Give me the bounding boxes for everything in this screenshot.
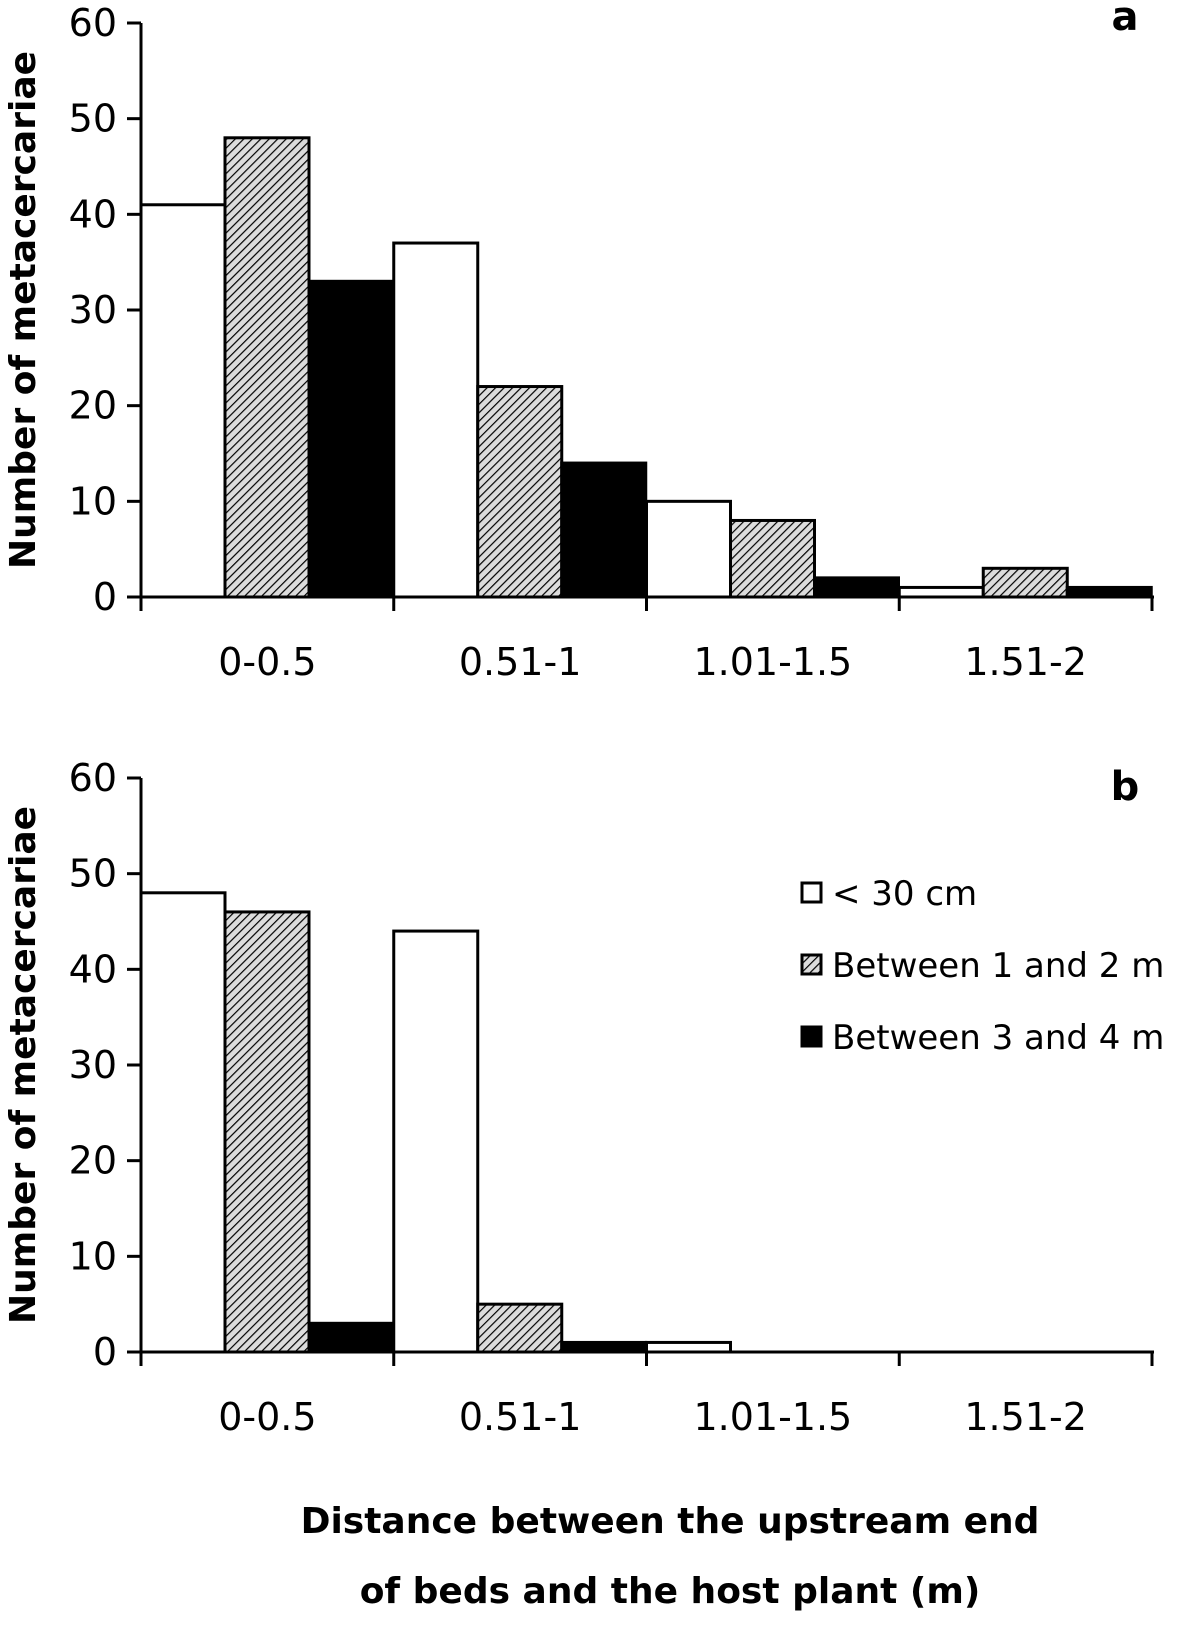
legend-swatch-1to2 — [800, 953, 823, 976]
legend-swatch-lt30 — [800, 881, 823, 904]
y-tick-label-a-30: 30 — [69, 288, 117, 332]
bar-a-3to4-2 — [813, 576, 900, 599]
bar-a-1to2-3 — [981, 566, 1069, 599]
panel-a-ylabel: Number of metacercariae — [3, 51, 44, 569]
legend-swatch-3to4 — [800, 1025, 823, 1048]
bar-b-3to4-0 — [307, 1321, 395, 1354]
x-axis-label-line2: of beds and the host plant (m) — [360, 1571, 981, 1612]
panel-b-ylabel: Number of metacercariae — [3, 806, 44, 1324]
panel-a-chart: Number of metacercariae a 0 10 20 30 40 50 60 0… — [3, 0, 1154, 684]
y-tick-label-b-0: 0 — [93, 1330, 117, 1374]
category-label-a-2: 1.01-1.5 — [693, 640, 852, 684]
y-tick-label-a-20: 20 — [69, 384, 117, 428]
legend-label-3to4: Between 3 and 4 m — [832, 1018, 1164, 1058]
panel-b-tag: b — [1111, 764, 1140, 810]
category-label-a-3: 1.51-2 — [964, 640, 1087, 684]
y-tick-label-b-30: 30 — [69, 1043, 117, 1087]
legend: < 30 cm Between 1 and 2 m Between 3 and … — [800, 874, 1164, 1058]
panel-a-tag: a — [1112, 0, 1139, 40]
bar-a-lt30-0 — [139, 203, 227, 599]
y-tick-label-a-60: 60 — [69, 1, 117, 45]
y-tick-label-a-0: 0 — [93, 575, 117, 619]
bar-b-lt30-0 — [139, 891, 227, 1354]
bar-b-lt30-1 — [392, 929, 480, 1354]
bar-a-3to4-0 — [307, 279, 395, 599]
y-tick-label-a-40: 40 — [69, 192, 117, 236]
bar-a-1to2-1 — [476, 385, 564, 599]
y-tick-label-a-50: 50 — [69, 97, 117, 141]
category-label-a-1: 0.51-1 — [459, 640, 582, 684]
bar-b-1to2-0 — [223, 910, 311, 1354]
y-tick-label-b-20: 20 — [69, 1139, 117, 1183]
bar-a-1to2-0 — [223, 136, 311, 599]
legend-label-1to2: Between 1 and 2 m — [832, 946, 1164, 986]
y-tick-label-b-10: 10 — [69, 1234, 117, 1278]
bar-b-1to2-1 — [476, 1302, 564, 1354]
bar-a-lt30-1 — [392, 241, 480, 599]
bar-a-1to2-2 — [729, 518, 816, 599]
y-tick-label-b-60: 60 — [69, 756, 117, 800]
category-label-b-0: 0-0.5 — [218, 1395, 316, 1439]
x-axis-label-line1: Distance between the upstream end — [301, 1501, 1040, 1542]
legend-label-lt30: < 30 cm — [832, 874, 977, 914]
category-label-b-2: 1.01-1.5 — [693, 1395, 852, 1439]
y-tick-label-b-40: 40 — [69, 947, 117, 991]
category-label-b-1: 0.51-1 — [459, 1395, 582, 1439]
bar-a-3to4-1 — [560, 461, 648, 599]
y-tick-label-b-50: 50 — [69, 852, 117, 896]
category-label-a-0: 0-0.5 — [218, 640, 316, 684]
panel-b-chart: Number of metacercariae b 0 10 20 30 40 50 60 0… — [3, 756, 1164, 1612]
y-tick-label-a-10: 10 — [69, 479, 117, 523]
bar-a-lt30-2 — [645, 499, 732, 599]
category-label-b-3: 1.51-2 — [964, 1395, 1087, 1439]
